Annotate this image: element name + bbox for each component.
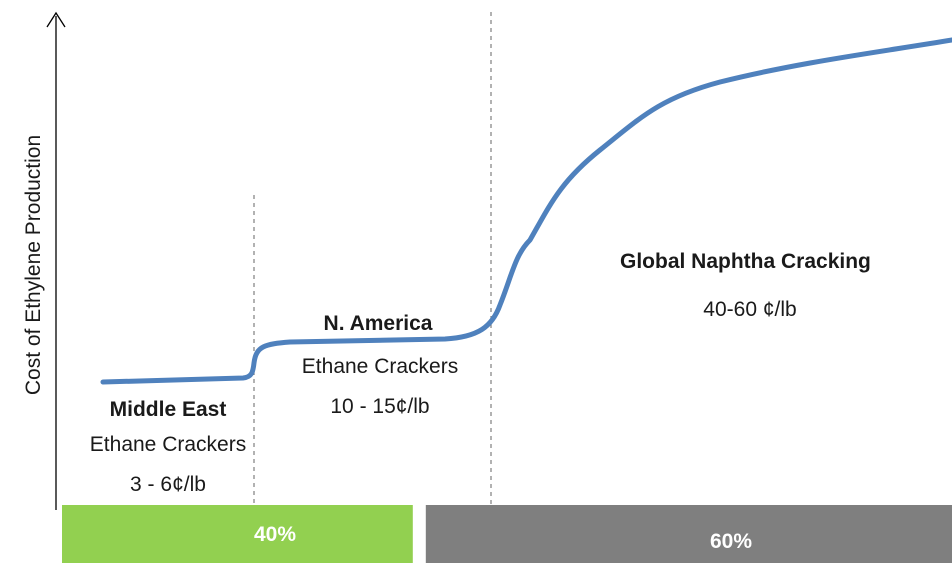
region-cost-global-naphtha: 40-60 ¢/lb (703, 298, 796, 321)
y-axis-arrow-icon (46, 11, 66, 28)
region-cost-n-america: 10 - 15¢/lb (330, 395, 429, 418)
region-cost-middle-east: 3 - 6¢/lb (130, 473, 206, 496)
region-description-n-america: Ethane Crackers (302, 355, 458, 378)
share-bar-ethane-label: 40% (254, 523, 296, 546)
region-description-middle-east: Ethane Crackers (90, 433, 246, 456)
cost-curve-series (100, 37, 952, 385)
share-bar-ethane (62, 505, 413, 563)
share-bar-naphtha-label: 60% (710, 530, 752, 553)
region-label-middle-east: Middle East (110, 398, 227, 421)
y-axis-title: Cost of Ethylene Production (22, 135, 45, 395)
region-label-global-naphtha: Global Naphtha Cracking (620, 250, 871, 273)
share-bar-naphtha (425, 505, 952, 563)
region-label-n-america: N. America (324, 312, 433, 335)
